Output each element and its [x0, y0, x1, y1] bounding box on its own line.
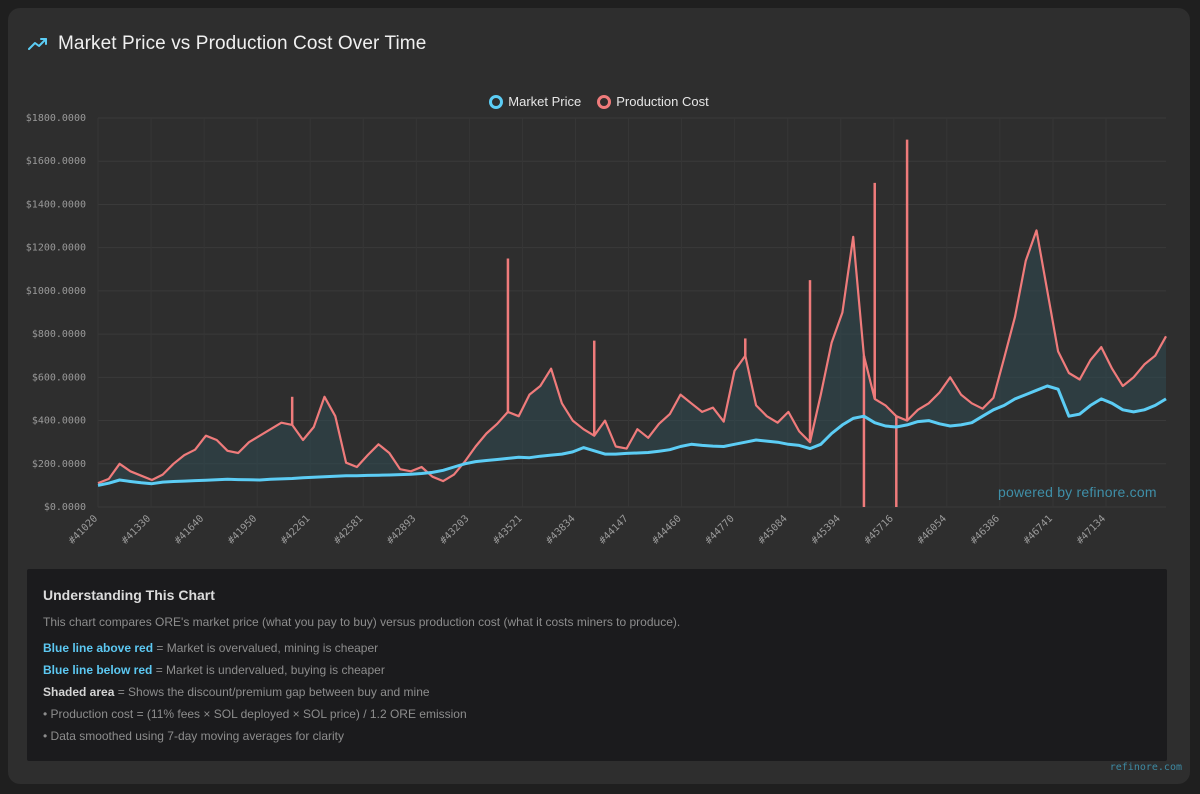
production-cost-line — [97, 229, 1167, 485]
x-tick-label: #46386 — [969, 513, 1002, 546]
legend-market-swatch — [489, 94, 504, 109]
y-tick-label: $400.0000 — [32, 416, 86, 427]
y-tick-label: $0.0000 — [44, 502, 86, 513]
footer-link[interactable]: refinore.com — [1109, 762, 1182, 773]
x-tick-label: #41950 — [226, 513, 259, 546]
x-tick-label: #41640 — [173, 513, 206, 546]
legend-production-swatch — [597, 94, 612, 109]
legend-production-cost[interactable]: Production Cost — [597, 94, 709, 109]
info-line-above: Blue line above red = Market is overvalu… — [43, 641, 378, 655]
x-tick-label: #45394 — [810, 513, 843, 546]
gap-shading — [98, 230, 1166, 486]
x-tick-label: #42893 — [385, 513, 418, 546]
x-tick-label: #46054 — [916, 513, 949, 546]
x-tick-label: #43521 — [491, 513, 524, 546]
x-tick-label: #45716 — [863, 513, 896, 546]
info-line-below-text: = Market is undervalued, buying is cheap… — [152, 663, 385, 677]
info-line-above-bold: Blue line above red — [43, 641, 154, 655]
chart-header: Market Price vs Production Cost Over Tim… — [28, 30, 426, 58]
y-tick-label: $600.0000 — [32, 372, 86, 383]
y-tick-label: $1600.0000 — [26, 156, 86, 167]
info-bullet-formula: • Production cost = (11% fees × SOL depl… — [43, 707, 467, 721]
info-heading: Understanding This Chart — [43, 587, 215, 603]
info-line-below-bold: Blue line below red — [43, 663, 153, 677]
y-tick-label: $200.0000 — [32, 459, 86, 470]
info-line-above-text: = Market is overvalued, mining is cheape… — [153, 641, 379, 655]
y-tick-label: $1200.0000 — [26, 243, 86, 254]
market-price-line — [97, 384, 1167, 487]
y-tick-label: $1800.0000 — [26, 113, 86, 124]
y-tick-label: $800.0000 — [32, 329, 86, 340]
y-tick-label: $1400.0000 — [26, 199, 86, 210]
x-tick-label: #43834 — [544, 513, 577, 546]
y-tick-label: $1000.0000 — [26, 286, 86, 297]
info-line-below: Blue line below red = Market is underval… — [43, 663, 385, 677]
x-tick-label: #47134 — [1075, 513, 1108, 546]
x-tick-label: #42261 — [279, 513, 312, 546]
info-intro: This chart compares ORE's market price (… — [43, 615, 681, 629]
chart-legend: Market Price Production Cost — [8, 94, 1190, 109]
legend-market-label: Market Price — [508, 94, 582, 109]
legend-production-label: Production Cost — [616, 94, 709, 109]
info-line-shaded-text: = Shows the discount/premium gap between… — [114, 685, 430, 699]
info-line-shaded-bold: Shaded area — [43, 685, 115, 699]
x-tick-label: #41330 — [120, 513, 153, 546]
info-line-shaded: Shaded area = Shows the discount/premium… — [43, 685, 430, 699]
x-tick-label: #46741 — [1022, 513, 1055, 546]
x-tick-label: #45084 — [756, 513, 789, 546]
page-title: Market Price vs Production Cost Over Tim… — [58, 33, 427, 54]
x-tick-label: #44460 — [650, 513, 683, 546]
x-tick-label: #44147 — [597, 513, 630, 546]
x-tick-label: #43203 — [438, 513, 471, 546]
legend-market-price[interactable]: Market Price — [489, 94, 581, 109]
chart-plot: $1800.0000 $1600.0000 $1400.0000 $1200.0000… — [26, 113, 1167, 547]
info-bullet-smoothing: • Data smoothed using 7-day moving avera… — [43, 729, 345, 743]
x-tick-label: #42581 — [332, 513, 365, 546]
x-tick-label: #41020 — [67, 513, 100, 546]
watermark: powered by refinore.com — [998, 484, 1157, 500]
info-panel: Understanding This Chart This chart comp… — [27, 569, 1167, 761]
chart-card: Market Price vs Production Cost Over Tim… — [8, 8, 1190, 784]
trending-up-icon — [28, 38, 47, 50]
x-tick-label: #44770 — [703, 513, 736, 546]
